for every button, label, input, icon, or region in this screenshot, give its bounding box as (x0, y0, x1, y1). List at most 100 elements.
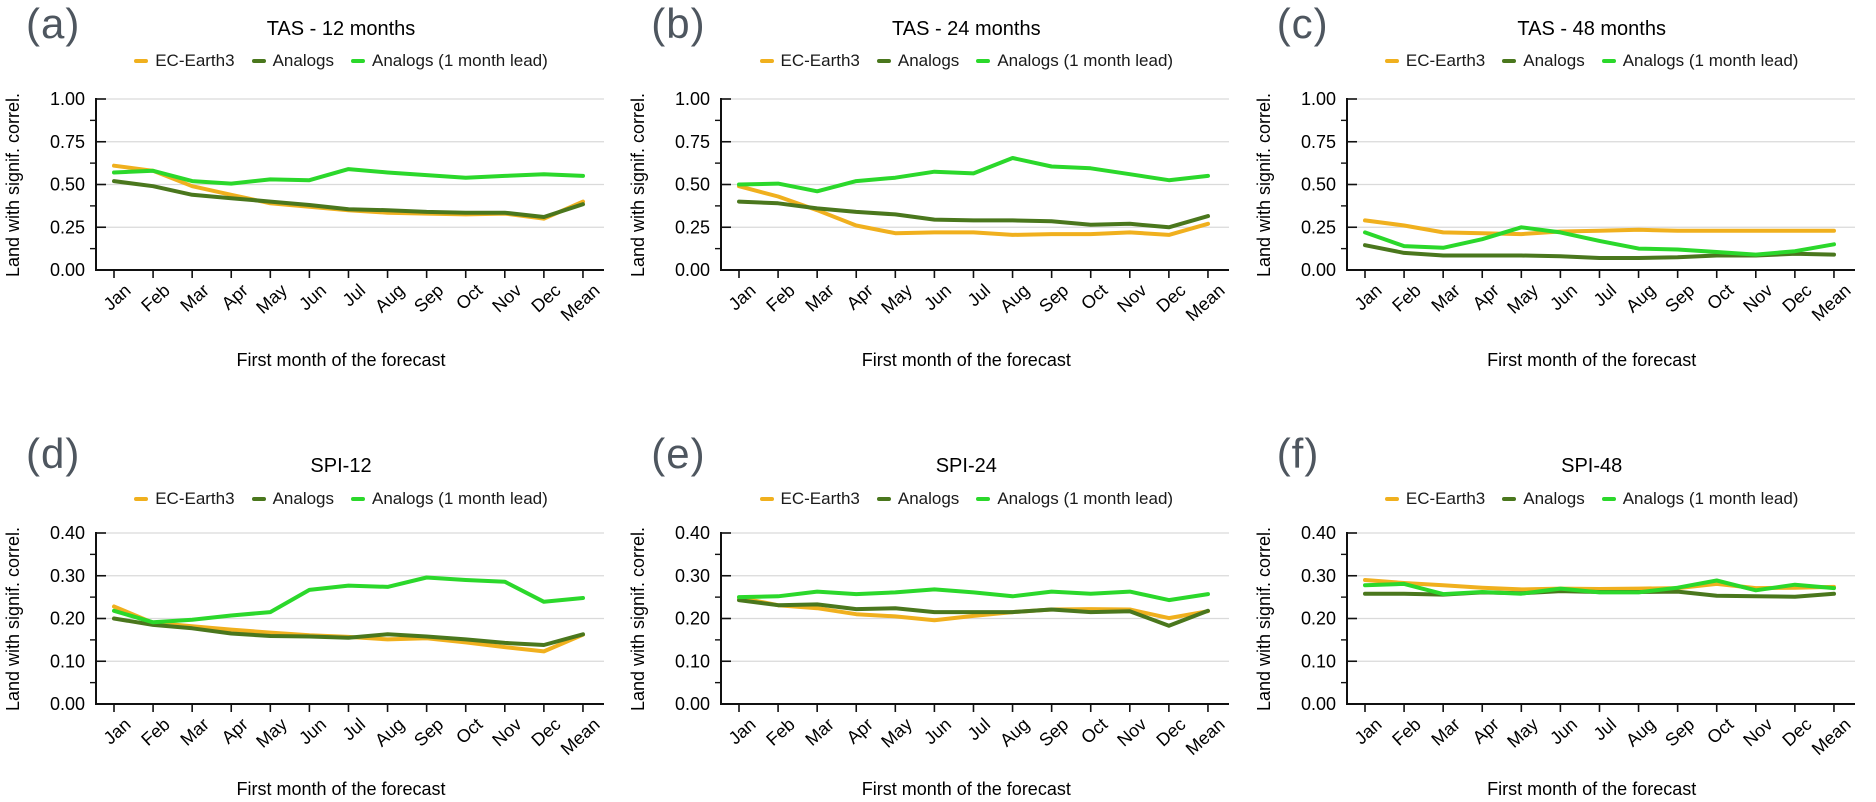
panel-c: (c) TAS - 48 months EC-Earth3 Analogs An… (1251, 0, 1876, 430)
svg-text:Jul: Jul (339, 280, 369, 310)
series-line-2 (737, 587, 1211, 603)
gridlines (96, 98, 604, 228)
svg-text:Mean: Mean (557, 280, 604, 325)
legend-item-analogs: Analogs (1502, 489, 1585, 509)
gridlines (1346, 532, 1855, 662)
svg-text:0.00: 0.00 (50, 694, 85, 714)
chart-legend: EC-Earth3 Analogs Analogs (1 month lead) (1337, 489, 1847, 509)
chart-legend: EC-Earth3 Analogs Analogs (1 month lead) (711, 489, 1221, 509)
legend-label: EC-Earth3 (780, 489, 860, 508)
svg-text:Nov: Nov (488, 714, 525, 750)
svg-text:0.25: 0.25 (50, 217, 85, 237)
line-chart-plot: 0.00 0.10 0.20 0.30 0.40 Jan Feb Mar Apr May Jun Ju… (675, 523, 1230, 759)
svg-text:Jul: Jul (964, 714, 994, 744)
svg-text:Oct: Oct (1703, 714, 1737, 748)
data-series (112, 575, 585, 654)
series-line-0 (737, 595, 1211, 623)
svg-text:Jul: Jul (964, 280, 994, 310)
svg-text:Jul: Jul (1589, 714, 1619, 744)
analogs-lead-line-swatch-icon (976, 59, 991, 63)
analogs-lead-line-swatch-icon (1601, 497, 1616, 501)
legend-item-ec-earth3: EC-Earth3 (134, 489, 235, 509)
svg-text:0.25: 0.25 (1301, 217, 1336, 237)
svg-text:Jan: Jan (1350, 714, 1385, 748)
analogs-lead-line-swatch-icon (976, 497, 991, 501)
series-line-1 (737, 598, 1211, 628)
legend-label: Analogs (1 month lead) (1622, 51, 1799, 70)
axes: 0.00 0.10 0.20 0.30 0.40 Jan Feb Mar Apr May Jun Ju… (675, 523, 1230, 759)
svg-text:Feb: Feb (1388, 714, 1424, 750)
ec-earth3-line-swatch-icon (1384, 497, 1399, 501)
panel-e: (e) SPI-24 EC-Earth3 Analogs Analogs (1 … (625, 430, 1251, 802)
x-axis-title: First month of the forecast (861, 779, 1071, 799)
svg-text:0.75: 0.75 (675, 132, 710, 152)
svg-text:May: May (878, 280, 917, 318)
series-line-0 (1362, 218, 1836, 237)
svg-text:0.00: 0.00 (675, 694, 710, 714)
svg-text:0.30: 0.30 (1301, 566, 1336, 586)
panel-title: SPI-24 (935, 455, 997, 477)
data-series (737, 156, 1211, 237)
svg-text:Mar: Mar (176, 714, 212, 750)
svg-text:Sep: Sep (1661, 714, 1698, 750)
chart-legend: EC-Earth3 Analogs Analogs (1 month lead) (1337, 51, 1847, 71)
legend-item-ec-earth3: EC-Earth3 (759, 489, 860, 509)
svg-text:Mean: Mean (1182, 714, 1229, 759)
legend-label: Analogs (1 month lead) (997, 51, 1174, 70)
legend-label: EC-Earth3 (155, 51, 235, 70)
legend-item-analogs: Analogs (251, 51, 335, 71)
svg-text:Mar: Mar (176, 280, 212, 316)
legend-label: EC-Earth3 (1405, 51, 1486, 70)
series-line-2 (1362, 578, 1836, 597)
svg-text:Oct: Oct (1077, 280, 1111, 314)
svg-text:Sep: Sep (1035, 714, 1072, 750)
svg-text:Nov: Nov (1114, 280, 1151, 316)
legend-label: Analogs (1 month lead) (1622, 489, 1799, 508)
svg-text:1.00: 1.00 (50, 89, 85, 109)
x-axis-title: First month of the forecast (861, 350, 1071, 370)
legend-label: Analogs (272, 51, 335, 70)
line-chart-plot: 0.00 0.25 0.50 0.75 1.00 Jan Feb Mar Apr May Jun Ju… (1301, 89, 1855, 325)
svg-text:1.00: 1.00 (675, 89, 710, 109)
svg-text:Mar: Mar (802, 280, 838, 316)
analogs-line-swatch-icon (1502, 497, 1517, 501)
svg-text:Feb: Feb (137, 280, 173, 316)
svg-text:May: May (1503, 714, 1542, 752)
svg-text:1.00: 1.00 (1301, 89, 1336, 109)
svg-text:0.10: 0.10 (675, 651, 710, 671)
svg-text:Jan: Jan (725, 714, 760, 748)
legend-item-analogs-lead: Analogs (1 month lead) (1601, 489, 1799, 509)
legend-item-analogs-lead: Analogs (1 month lead) (976, 51, 1173, 71)
svg-text:Aug: Aug (1622, 714, 1659, 750)
svg-text:0.00: 0.00 (1301, 260, 1336, 280)
svg-text:May: May (1503, 280, 1542, 318)
axes: 0.00 0.10 0.20 0.30 0.40 Jan Feb Mar Apr May Jun Ju… (50, 523, 604, 759)
svg-text:Mar: Mar (1427, 280, 1463, 316)
legend-label: Analogs (1523, 489, 1585, 508)
analogs-line-swatch-icon (876, 497, 891, 501)
legend-item-analogs: Analogs (1502, 51, 1585, 71)
x-axis-title: First month of the forecast (236, 779, 446, 799)
legend-label: EC-Earth3 (1405, 489, 1486, 508)
legend-item-analogs-lead: Analogs (1 month lead) (351, 51, 548, 71)
svg-text:0.20: 0.20 (50, 609, 85, 629)
svg-text:0.30: 0.30 (50, 566, 85, 586)
svg-text:0.40: 0.40 (1301, 523, 1336, 543)
panel-label: (d) (26, 430, 81, 477)
svg-text:Aug: Aug (996, 280, 1033, 316)
legend-label: Analogs (897, 51, 960, 70)
svg-text:May: May (878, 714, 917, 752)
svg-text:0.50: 0.50 (1301, 175, 1336, 195)
legend-item-analogs: Analogs (876, 51, 960, 71)
panel-label: (c) (1276, 0, 1329, 47)
svg-text:Oct: Oct (452, 280, 486, 314)
svg-text:0.50: 0.50 (50, 175, 85, 195)
svg-text:0.75: 0.75 (1301, 132, 1336, 152)
legend-item-ec-earth3: EC-Earth3 (759, 51, 860, 71)
analogs-line-swatch-icon (251, 497, 266, 501)
svg-text:Aug: Aug (371, 714, 408, 750)
svg-text:Aug: Aug (1622, 280, 1659, 316)
panel-label: (b) (651, 0, 706, 47)
x-axis-title: First month of the forecast (236, 350, 446, 370)
legend-item-analogs: Analogs (251, 489, 334, 509)
